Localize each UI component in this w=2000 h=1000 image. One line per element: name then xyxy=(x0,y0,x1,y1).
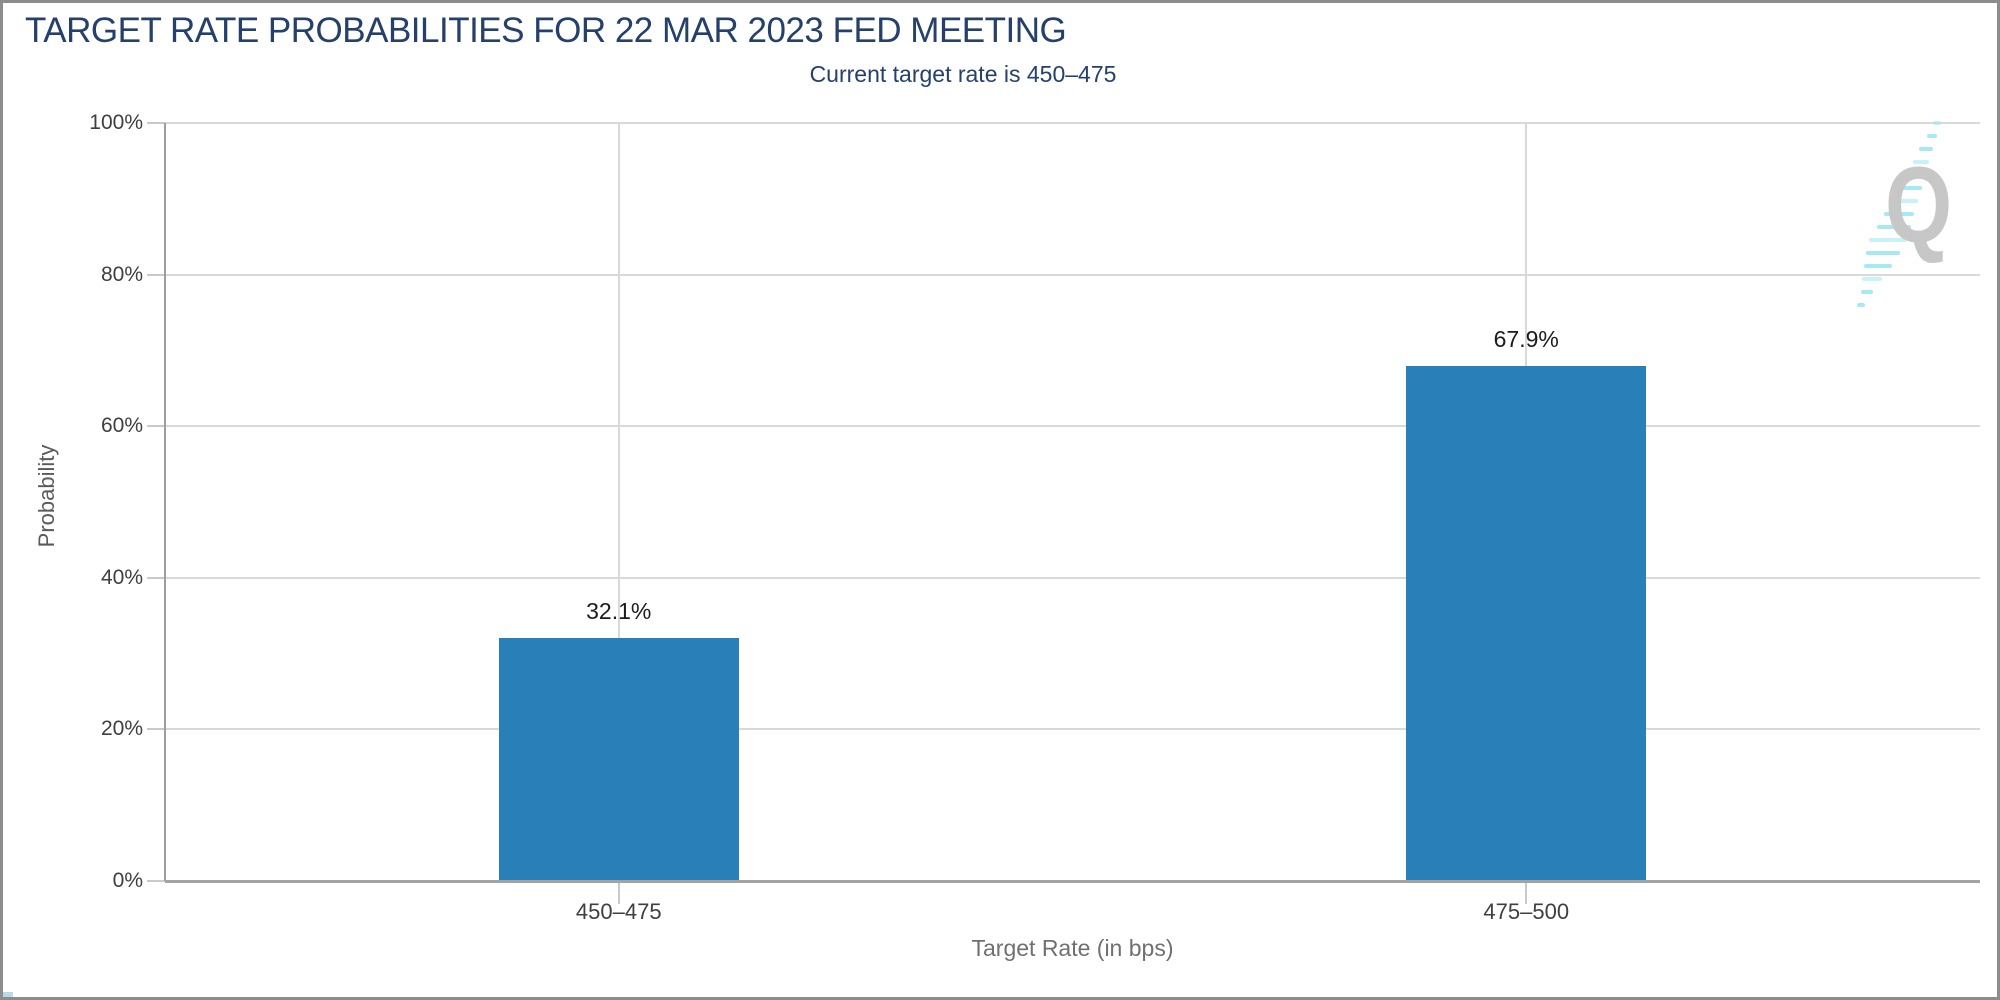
x-axis-line xyxy=(165,880,1980,883)
plot-area xyxy=(165,123,1980,881)
watermark-q-icon: Q xyxy=(1885,144,1953,265)
bar-value-label: 32.1% xyxy=(586,597,652,624)
watermark-dash xyxy=(1898,186,1922,190)
watermark-dash xyxy=(1876,225,1911,229)
y-tick xyxy=(147,273,165,276)
watermark-dash xyxy=(1905,173,1926,177)
y-tick xyxy=(147,728,165,731)
watermark-dash xyxy=(1933,121,1941,125)
chart-title: TARGET RATE PROBABILITIES FOR 22 MAR 202… xyxy=(25,11,1067,50)
y-tick-label: 0% xyxy=(112,869,143,892)
y-gridline xyxy=(165,273,1980,276)
watermark-dash xyxy=(1860,290,1873,294)
watermark-dash xyxy=(1862,277,1883,281)
x-tick-label: 450–475 xyxy=(575,899,662,924)
y-tick xyxy=(147,122,165,124)
y-tick xyxy=(147,880,165,882)
watermark-logo: Q xyxy=(1833,103,1993,323)
bar-475-500[interactable] xyxy=(1406,366,1647,881)
y-tick-label: 60% xyxy=(100,414,143,438)
y-tick-label: 20% xyxy=(100,717,143,741)
watermark-dash xyxy=(1857,303,1866,307)
y-tick xyxy=(147,425,165,428)
y-tick-label: 80% xyxy=(100,262,143,286)
y-tick xyxy=(147,576,165,579)
y-gridline xyxy=(165,728,1980,731)
chart-subtitle: Current target rate is 450–475 xyxy=(809,61,1117,87)
y-axis-line xyxy=(164,123,166,881)
x-axis-title: Target Rate (in bps) xyxy=(971,935,1174,961)
watermark-dash xyxy=(1884,212,1915,216)
watermark-dash xyxy=(1863,264,1892,268)
corner-artifact xyxy=(3,992,13,997)
y-tick-label: 100% xyxy=(89,111,143,134)
y-gridline xyxy=(165,425,1980,428)
watermark-dash xyxy=(1869,238,1908,242)
x-gridline xyxy=(617,123,620,881)
watermark-dash xyxy=(1926,134,1937,138)
y-gridline xyxy=(165,122,1980,124)
bar-450-475[interactable] xyxy=(498,637,739,881)
y-gridline xyxy=(165,576,1980,579)
x-tick-label: 475–500 xyxy=(1483,899,1570,924)
x-tick xyxy=(617,883,620,904)
x-tick xyxy=(1525,883,1528,904)
y-tick-label: 40% xyxy=(100,565,143,589)
watermark-dash xyxy=(1919,147,1934,151)
watermark-dash xyxy=(1912,160,1929,164)
watermark-dash xyxy=(1866,251,1900,255)
watermark-dash xyxy=(1891,199,1918,203)
bar-value-label: 67.9% xyxy=(1493,326,1559,353)
